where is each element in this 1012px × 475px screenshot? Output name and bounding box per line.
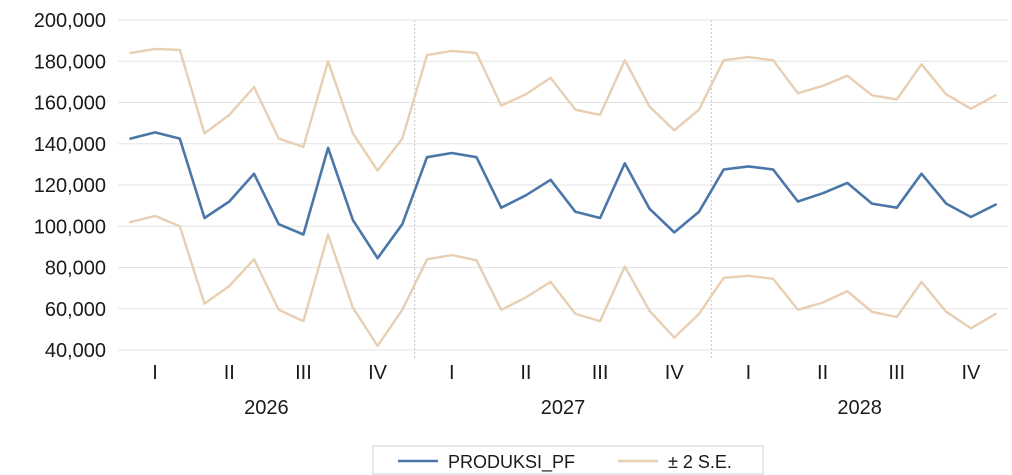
y-tick-label: 100,000 [34,216,106,238]
x-tick-label-quarter: II [817,362,828,384]
x-tick-label-quarter: IV [961,362,981,384]
y-tick-label: 120,000 [34,175,106,197]
y-tick-label: 40,000 [45,340,106,362]
x-tick-label-quarter: I [449,362,455,384]
x-tick-label-quarter: II [520,362,531,384]
y-tick-label: 200,000 [34,10,106,32]
x-tick-label-year: 2028 [837,397,882,419]
y-tick-label: 160,000 [34,93,106,115]
x-tick-label-year: 2026 [244,397,289,419]
x-tick-label-quarter: IV [665,362,685,384]
y-tick-label: 180,000 [34,51,106,73]
series-line-2 [129,214,997,348]
x-tick-label-quarter: I [746,362,752,384]
y-tick-label: 80,000 [45,258,106,280]
y-axis: 40,000 60,000 80,000 100,000 120,000 140,000 1… [34,10,106,362]
series-lines [129,47,997,348]
y-tick-label: 140,000 [34,134,106,156]
legend-box [372,445,764,475]
x-tick-label-quarter: I [152,362,158,384]
legend-label-series-0: PRODUKSI_PF [448,452,575,473]
x-tick-label-quarter: III [592,362,609,384]
x-tick-label-quarter: III [295,362,312,384]
x-tick-label-year: 2027 [541,397,586,419]
x-tick-label-quarter: II [224,362,235,384]
legend-label-series-1: ± 2 S.E. [668,452,732,472]
series-line-0 [129,131,997,260]
gridlines [118,19,1008,358]
x-tick-label-quarter: IV [368,362,388,384]
x-tick-label-quarter: III [888,362,905,384]
y-tick-label: 60,000 [45,299,106,321]
legend: PRODUKSI_PF ± 2 S.E. [372,445,764,475]
series-line-1 [129,47,997,172]
